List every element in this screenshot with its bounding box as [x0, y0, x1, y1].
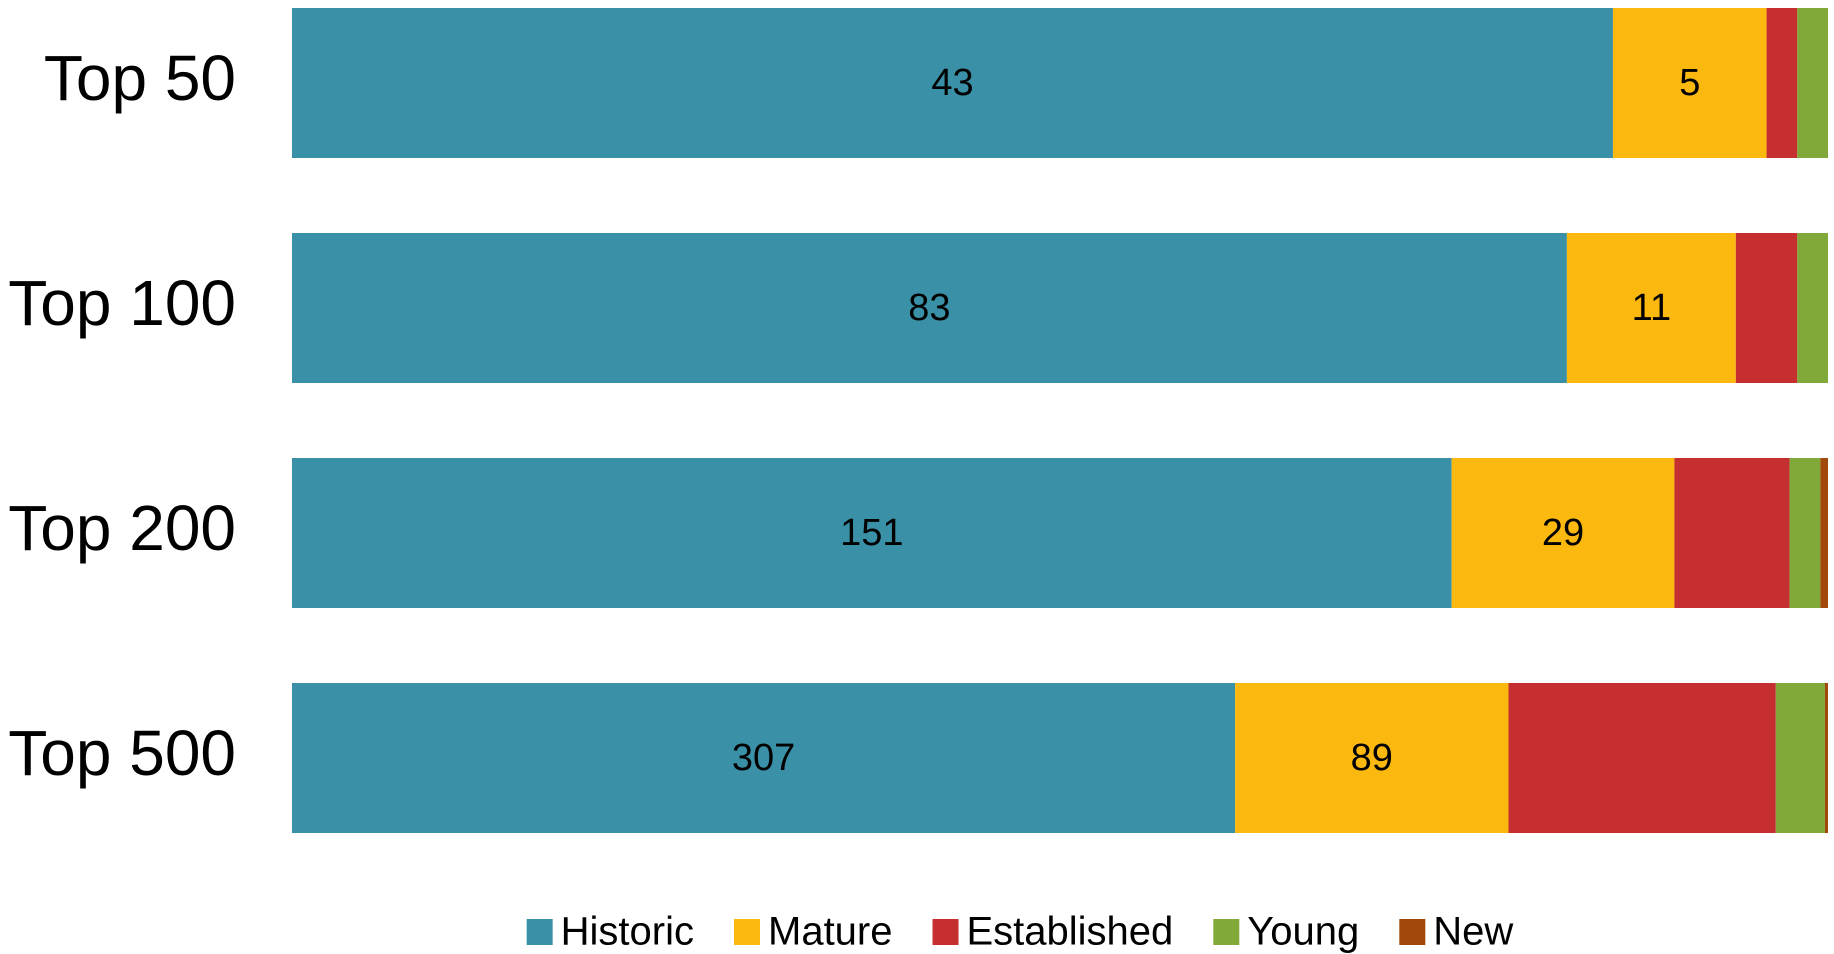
legend-label: Mature: [768, 910, 893, 954]
data-label: 83: [908, 287, 950, 329]
bar-segment: [292, 8, 1613, 158]
data-label: 11: [1632, 287, 1671, 329]
bar-segment: [1797, 233, 1828, 383]
bar-segment: [1508, 683, 1776, 833]
data-label: 5: [1679, 62, 1700, 104]
bar-segment: [292, 683, 1236, 833]
legend-swatch: [1399, 919, 1426, 945]
legend-label: Young: [1247, 910, 1359, 954]
legend-label: Historic: [561, 910, 694, 954]
data-label: 307: [732, 737, 795, 779]
bar-segment: [1451, 458, 1675, 608]
bar-segment: [1674, 458, 1790, 608]
bar-segment: [292, 458, 1452, 608]
legend-swatch: [526, 919, 553, 945]
bar-segment: [1735, 233, 1798, 383]
bar-segment: [1612, 8, 1767, 158]
bar-segment: [1566, 233, 1736, 383]
data-label: 89: [1351, 737, 1393, 779]
bar-segment: [1766, 8, 1798, 158]
legend-label: Established: [967, 910, 1174, 954]
data-label: 43: [931, 62, 973, 104]
data-label: 29: [1542, 512, 1584, 554]
bar-segment: [292, 233, 1567, 383]
bar-segment: [1824, 683, 1828, 833]
data-label: 151: [840, 512, 903, 554]
bar-segment: [1775, 683, 1825, 833]
category-label: Top 50: [44, 42, 236, 114]
category-label: Top 200: [8, 492, 236, 564]
legend-swatch: [932, 919, 959, 945]
legend-swatch: [1213, 919, 1240, 945]
bar-segment: [1789, 458, 1821, 608]
bar-segment: [1820, 458, 1828, 608]
bar-segment: [1797, 8, 1828, 158]
legend-label: New: [1433, 910, 1513, 954]
legend-swatch: [734, 919, 761, 945]
category-label: Top 100: [8, 267, 236, 339]
category-label: Top 500: [8, 717, 236, 789]
bar-segment: [1235, 683, 1509, 833]
